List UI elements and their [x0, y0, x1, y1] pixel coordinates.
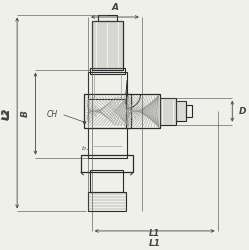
Bar [88, 128, 127, 158]
Text: L1: L1 [149, 229, 160, 238]
Bar [176, 101, 186, 121]
Text: A: A [111, 3, 119, 12]
Bar [186, 105, 192, 117]
Bar [92, 21, 124, 70]
Bar [88, 192, 126, 212]
Bar [98, 14, 117, 21]
Bar [90, 170, 124, 192]
Text: L1: L1 [149, 239, 161, 248]
Bar [84, 94, 131, 128]
Bar [90, 68, 125, 74]
Text: b: b [82, 146, 86, 151]
Bar [126, 94, 160, 128]
Bar [160, 98, 176, 124]
Text: L2: L2 [2, 108, 11, 120]
Text: CH: CH [47, 110, 58, 119]
Text: B: B [20, 110, 29, 117]
Text: L2: L2 [3, 107, 12, 118]
Text: D: D [239, 107, 247, 116]
Bar [88, 72, 127, 99]
Bar [81, 155, 133, 172]
